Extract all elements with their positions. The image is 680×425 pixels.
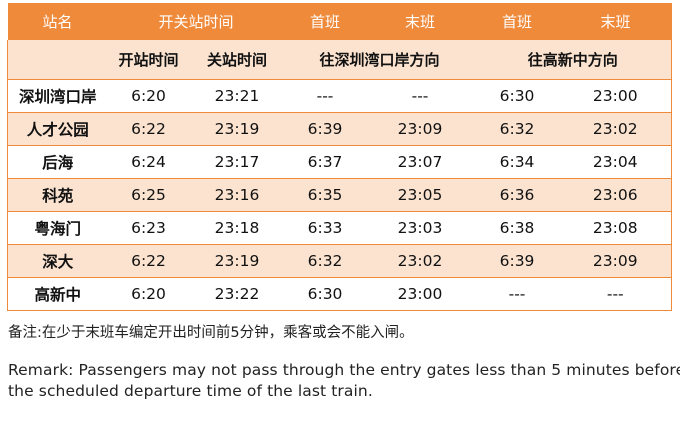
station-name: 人才公园 [7,112,108,146]
sz-first-train: 6:30 [284,277,366,311]
gx-last-train: 23:09 [559,244,673,278]
station-name: 粤海门 [7,211,108,245]
subheader-direction-gaoxinzhong: 往高新中方向 [474,40,673,80]
remark-line-1: Remark: Passengers may not pass through … [8,361,680,379]
gx-last-train: 23:06 [559,178,673,212]
open-time: 6:20 [107,277,190,311]
gx-first-train: 6:36 [474,178,560,212]
station-name: 深圳湾口岸 [7,79,108,113]
sz-first-train: 6:35 [284,178,366,212]
sz-last-train: 23:07 [365,145,475,179]
gx-last-train: --- [559,277,673,311]
note-chinese: 备注:在少于末班车编定开出时间前5分钟，乘客或会不能入闸。 [8,325,414,341]
timetable: 站名 开关站时间 首班 末班 首班 末班 开站时间 关站时间 往深圳湾口岸方向 … [7,3,673,311]
open-time: 6:23 [107,211,190,245]
header-sz-last: 末班 [365,3,475,40]
sz-first-train: 6:39 [284,112,366,146]
gx-last-train: 23:04 [559,145,673,179]
table-row: 后海 6:24 23:17 6:37 23:07 6:34 23:04 [7,145,673,179]
station-name: 科苑 [7,178,108,212]
station-name: 高新中 [7,277,108,311]
station-name: 后海 [7,145,108,179]
subheader-row: 开站时间 关站时间 往深圳湾口岸方向 往高新中方向 [7,40,673,80]
sz-first-train: 6:37 [284,145,366,179]
remark-english: Remark: Passengers may not pass through … [8,360,680,402]
gx-first-train: 6:30 [474,79,560,113]
sz-last-train: 23:09 [365,112,475,146]
gx-first-train: 6:39 [474,244,560,278]
header-gx-last: 末班 [559,3,672,40]
open-time: 6:25 [107,178,190,212]
sz-last-train: 23:05 [365,178,475,212]
remark-line-2: the scheduled departure time of the last… [8,382,373,400]
gx-last-train: 23:02 [559,112,673,146]
subheader-direction-shenzhenwan: 往深圳湾口岸方向 [284,40,475,80]
sz-last-train: --- [365,79,475,113]
table-row: 科苑 6:25 23:16 6:35 23:05 6:36 23:06 [7,178,673,212]
sz-last-train: 23:02 [365,244,475,278]
header-station: 站名 [7,3,108,40]
station-name: 深大 [7,244,108,278]
gx-last-train: 23:08 [559,211,673,245]
table-row: 高新中 6:20 23:22 6:30 23:00 --- --- [7,277,673,311]
open-time: 6:22 [107,112,190,146]
header-gx-first: 首班 [474,3,560,40]
subheader-close-time: 关站时间 [189,40,285,80]
subheader-empty [7,40,108,80]
close-time: 23:18 [189,211,285,245]
sz-last-train: 23:03 [365,211,475,245]
open-time: 6:24 [107,145,190,179]
table-row: 人才公园 6:22 23:19 6:39 23:09 6:32 23:02 [7,112,673,146]
sz-first-train: 6:33 [284,211,366,245]
header-hours: 开关站时间 [107,3,285,40]
sz-last-train: 23:00 [365,277,475,311]
close-time: 23:17 [189,145,285,179]
gx-first-train: 6:38 [474,211,560,245]
close-time: 23:22 [189,277,285,311]
gx-first-train: 6:32 [474,112,560,146]
gx-first-train: --- [474,277,560,311]
table-row: 深大 6:22 23:19 6:32 23:02 6:39 23:09 [7,244,673,278]
open-time: 6:20 [107,79,190,113]
open-time: 6:22 [107,244,190,278]
close-time: 23:19 [189,244,285,278]
subheader-open-time: 开站时间 [107,40,190,80]
close-time: 23:21 [189,79,285,113]
gx-last-train: 23:00 [559,79,673,113]
header-sz-first: 首班 [284,3,366,40]
sz-first-train: 6:32 [284,244,366,278]
header-row: 站名 开关站时间 首班 末班 首班 末班 [7,3,672,40]
close-time: 23:19 [189,112,285,146]
table-row: 深圳湾口岸 6:20 23:21 --- --- 6:30 23:00 [7,79,673,113]
sz-first-train: --- [284,79,366,113]
close-time: 23:16 [189,178,285,212]
gx-first-train: 6:34 [474,145,560,179]
table-row: 粤海门 6:23 23:18 6:33 23:03 6:38 23:08 [7,211,673,245]
